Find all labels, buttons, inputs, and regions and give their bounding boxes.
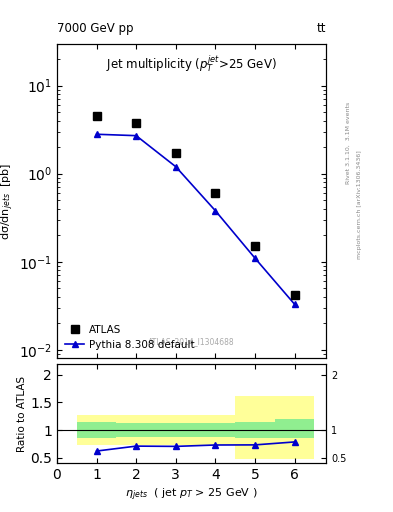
Line: Pythia 8.308 default: Pythia 8.308 default [93,131,298,308]
Text: Jet multiplicity ($p_T^{jet}$>25 GeV): Jet multiplicity ($p_T^{jet}$>25 GeV) [106,53,277,74]
ATLAS [134,119,138,125]
Pythia 8.308 default [213,207,218,214]
ATLAS [213,190,218,196]
X-axis label: $\eta_{jets}$  ( jet $p_T$ > 25 GeV ): $\eta_{jets}$ ( jet $p_T$ > 25 GeV ) [125,486,258,503]
Pythia 8.308 default [173,164,178,170]
Pythia 8.308 default [253,255,257,261]
ATLAS [253,243,257,249]
Text: 7000 GeV pp: 7000 GeV pp [57,22,134,35]
Y-axis label: dσ/dn$_{jets}$  [pb]: dσ/dn$_{jets}$ [pb] [0,162,16,240]
Text: Rivet 3.1.10,  3.1M events: Rivet 3.1.10, 3.1M events [345,102,350,184]
Text: mcplots.cern.ch [arXiv:1306.3436]: mcplots.cern.ch [arXiv:1306.3436] [357,151,362,259]
Line: ATLAS: ATLAS [93,112,298,299]
Pythia 8.308 default [134,133,138,139]
Pythia 8.308 default [94,131,99,137]
Y-axis label: Ratio to ATLAS: Ratio to ATLAS [17,375,28,452]
ATLAS [94,113,99,119]
Legend: ATLAS, Pythia 8.308 default: ATLAS, Pythia 8.308 default [62,322,198,353]
ATLAS [292,292,297,298]
Text: ATLAS_2014_I1304688: ATLAS_2014_I1304688 [148,337,235,346]
Pythia 8.308 default [292,301,297,307]
ATLAS [173,151,178,157]
Text: tt: tt [317,22,326,35]
